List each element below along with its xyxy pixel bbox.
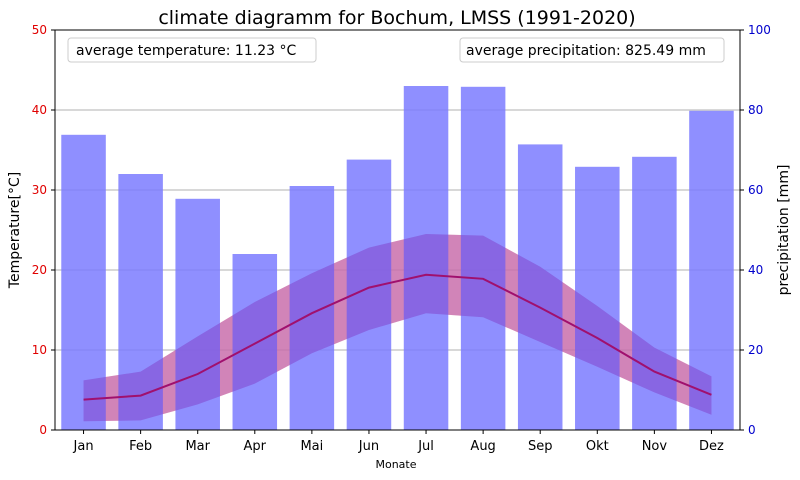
y-left-tick-label: 50 bbox=[32, 23, 47, 37]
x-tick-label: Mar bbox=[185, 439, 210, 454]
x-tick-label: Jan bbox=[73, 439, 94, 454]
chart-title: climate diagramm for Bochum, LMSS (1991-… bbox=[158, 7, 635, 29]
x-tick-label: Nov bbox=[642, 439, 668, 454]
temperature-range-overlay bbox=[83, 234, 712, 422]
precipitation-bar bbox=[61, 134, 106, 431]
y-right-tick-label: 40 bbox=[748, 263, 763, 277]
x-tick-label: Feb bbox=[129, 439, 152, 454]
x-tick-label: Okt bbox=[586, 439, 609, 454]
precipitation-bar bbox=[118, 174, 163, 430]
precipitation-bar bbox=[575, 166, 620, 431]
y-axis-left-label: Temperature[°C] bbox=[7, 172, 23, 289]
y-left-tick-label: 30 bbox=[32, 183, 47, 197]
x-tick-label: Sep bbox=[528, 439, 553, 454]
temperature-mean-line bbox=[83, 273, 712, 401]
x-tick-label: Aug bbox=[470, 439, 495, 454]
precipitation-bar bbox=[632, 156, 677, 431]
precipitation-bar bbox=[517, 144, 563, 430]
y-right-tick-label: 0 bbox=[748, 423, 756, 437]
y-left-tick-label: 40 bbox=[32, 103, 47, 117]
x-tick-label: Jul bbox=[417, 439, 434, 454]
y-right-tick-label: 20 bbox=[748, 343, 763, 357]
y-left-tick-label: 10 bbox=[32, 343, 47, 357]
x-tick-label: Apr bbox=[244, 439, 267, 454]
y-right-tick-label: 100 bbox=[748, 23, 771, 37]
precipitation-bar bbox=[232, 254, 278, 430]
y-left-tick-label: 20 bbox=[32, 263, 47, 277]
precipitation-bar bbox=[289, 186, 335, 430]
precipitation-bar bbox=[403, 86, 449, 430]
precipitation-bar bbox=[689, 110, 734, 431]
precipitation-bar bbox=[175, 198, 220, 430]
avg-precipitation-box: average precipitation: 825.49 mm bbox=[459, 37, 725, 63]
x-tick-label: Dez bbox=[699, 439, 724, 454]
y-axis-right-label: precipitation [mm] bbox=[776, 165, 792, 296]
y-right-tick-label: 60 bbox=[748, 183, 763, 197]
x-tick-label: Mai bbox=[300, 439, 323, 454]
y-right-tick-label: 80 bbox=[748, 103, 763, 117]
avg-temperature-box: average temperature: 11.23 °C bbox=[67, 37, 317, 63]
precipitation-bar bbox=[460, 86, 506, 431]
x-axis-label: Monate bbox=[375, 458, 416, 471]
avg-temperature-text: average temperature: 11.23 °C bbox=[76, 43, 296, 59]
avg-precipitation-text: average precipitation: 825.49 mm bbox=[466, 43, 706, 59]
avg-precipitation-box-bg bbox=[459, 37, 725, 63]
plot-area: 0 10 20 30 40 50 0 20 40 60 80 100 Jan Feb Mar Apr Mai Ju… bbox=[32, 23, 771, 454]
avg-temperature-box-bg bbox=[67, 37, 317, 63]
y-left-tick-label: 0 bbox=[39, 423, 47, 437]
x-tick-label: Jun bbox=[358, 439, 379, 454]
